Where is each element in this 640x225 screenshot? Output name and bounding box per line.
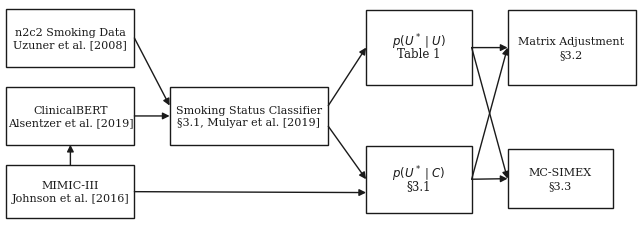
Text: §3.2: §3.2 <box>560 50 583 60</box>
Text: §3.1: §3.1 <box>406 179 431 192</box>
FancyBboxPatch shape <box>6 88 134 145</box>
Text: MIMIC-III: MIMIC-III <box>42 181 99 191</box>
Text: Johnson et al. [2016]: Johnson et al. [2016] <box>12 193 129 203</box>
Text: Uzuner et al. [2008]: Uzuner et al. [2008] <box>13 40 127 50</box>
Text: Matrix Adjustment: Matrix Adjustment <box>518 37 625 47</box>
FancyBboxPatch shape <box>6 165 134 218</box>
FancyBboxPatch shape <box>508 11 636 86</box>
Text: §3.3: §3.3 <box>548 180 572 190</box>
FancyBboxPatch shape <box>366 11 472 86</box>
Text: $p(U^* \mid U)$: $p(U^* \mid U)$ <box>392 32 446 52</box>
Text: $p(U^* \mid C)$: $p(U^* \mid C)$ <box>392 164 445 183</box>
FancyBboxPatch shape <box>366 146 472 213</box>
Text: Smoking Status Classifier: Smoking Status Classifier <box>176 105 322 115</box>
FancyBboxPatch shape <box>170 88 328 145</box>
FancyBboxPatch shape <box>508 150 613 208</box>
FancyBboxPatch shape <box>6 10 134 68</box>
Text: MC-SIMEX: MC-SIMEX <box>529 168 592 178</box>
Text: ClinicalBERT: ClinicalBERT <box>33 105 108 115</box>
Text: Alsentzer et al. [2019]: Alsentzer et al. [2019] <box>8 118 133 128</box>
Text: §3.1, Mulyar et al. [2019]: §3.1, Mulyar et al. [2019] <box>177 118 321 128</box>
Text: Table 1: Table 1 <box>397 48 440 61</box>
Text: n2c2 Smoking Data: n2c2 Smoking Data <box>15 28 126 38</box>
